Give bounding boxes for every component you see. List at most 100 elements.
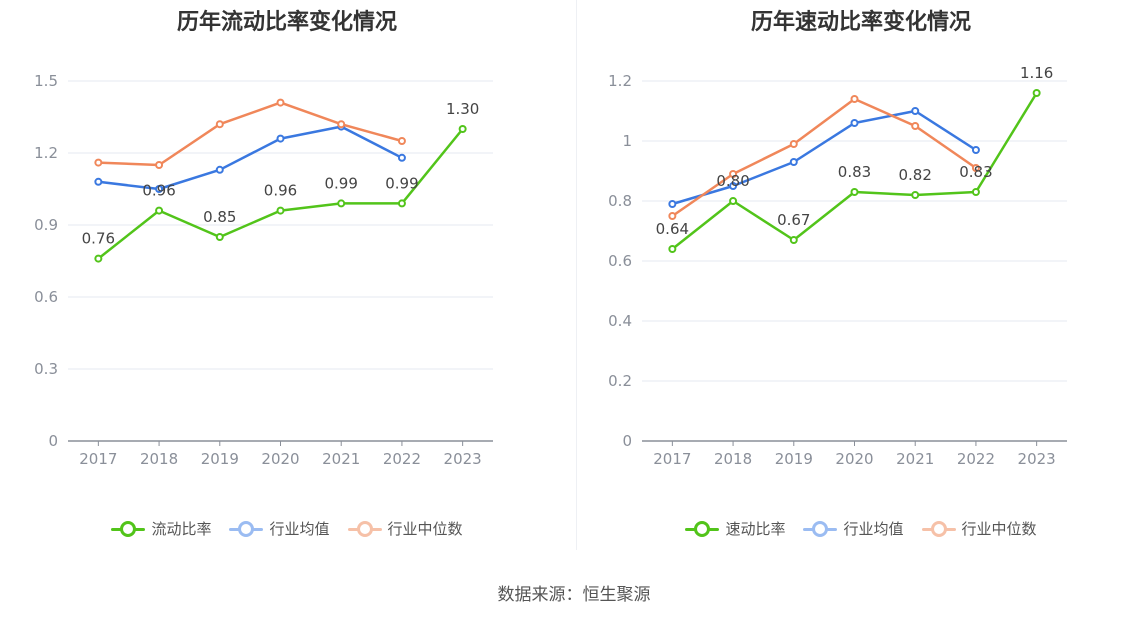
legend-item-industry-median[interactable]: 行业中位数 xyxy=(347,518,463,539)
data-label: 0.99 xyxy=(325,174,358,192)
data-point xyxy=(94,254,103,263)
y-tick-label: 1.5 xyxy=(34,72,58,90)
data-point xyxy=(971,164,980,172)
y-tick-label: 0 xyxy=(622,432,632,450)
x-tick-label: 2017 xyxy=(653,450,691,468)
legend-line-icon xyxy=(347,520,382,537)
legend-label: 行业中位数 xyxy=(961,520,1037,538)
chart-title: 历年流动比率变化情况 xyxy=(176,10,397,35)
legend-label: 行业中位数 xyxy=(387,520,463,538)
data-point xyxy=(971,188,980,196)
data-point xyxy=(155,185,164,193)
series-line-1 xyxy=(672,109,977,206)
x-tick-label: 2019 xyxy=(201,450,239,468)
y-tick-label: 1 xyxy=(622,132,632,150)
data-point xyxy=(789,140,798,148)
data-source: 数据来源：恒生聚源 xyxy=(497,585,651,605)
data-label: 0.64 xyxy=(656,220,689,238)
data-label: 1.30 xyxy=(446,100,479,118)
legend-label: 行业均值 xyxy=(269,520,330,538)
data-point xyxy=(458,125,467,133)
series-line-2 xyxy=(671,97,977,218)
data-point xyxy=(397,153,406,162)
legend-line-icon xyxy=(685,520,720,537)
data-label: 1.16 xyxy=(1020,64,1053,82)
legend-line-icon xyxy=(111,520,146,537)
data-point xyxy=(276,98,285,107)
y-tick-label: 0.6 xyxy=(608,252,632,270)
legend: 流动比率 行业均值 行业中位数 xyxy=(0,518,574,539)
data-label: 0.99 xyxy=(385,174,418,192)
data-point xyxy=(1032,89,1041,97)
data-point xyxy=(729,197,738,205)
legend-item-industry-median[interactable]: 行业中位数 xyxy=(921,518,1037,539)
data-point xyxy=(397,137,406,145)
legend-item-quick-ratio[interactable]: 速动比率 xyxy=(685,518,785,539)
legend-item-industry-avg[interactable]: 行业均值 xyxy=(229,518,330,539)
data-point xyxy=(729,182,738,190)
data-point xyxy=(215,233,224,241)
data-point xyxy=(337,120,346,129)
chart-title: 历年速动比率变化情况 xyxy=(750,10,971,35)
x-tick-label: 2021 xyxy=(322,450,360,468)
x-tick-label: 2017 xyxy=(79,450,117,468)
data-label: 0.85 xyxy=(203,208,236,226)
quick-ratio-chart: 0 0.2 0.4 0.6 0.8 1 1.2 2017 2018 2019 2020 2021 202… xyxy=(608,64,1067,468)
data-label: 0.82 xyxy=(899,166,932,184)
data-point xyxy=(215,165,224,174)
data-point xyxy=(971,146,980,154)
data-label: 0.80 xyxy=(716,172,749,190)
data-point xyxy=(276,134,285,143)
legend-line-icon xyxy=(229,520,264,537)
data-label: 0.83 xyxy=(838,163,871,181)
x-tick-label: 2019 xyxy=(775,450,813,468)
data-label: 0.96 xyxy=(264,182,297,200)
y-tick-label: 1.2 xyxy=(608,72,632,90)
legend-item-current-ratio[interactable]: 流动比率 xyxy=(111,518,211,539)
data-point xyxy=(668,200,677,208)
data-point xyxy=(397,199,406,208)
data-label: 0.83 xyxy=(959,163,992,181)
current-ratio-chart: 0 0.3 0.6 0.9 1.2 1.5 2017 2018 2019 2020 2021 2022… xyxy=(34,72,493,468)
data-point xyxy=(337,199,346,208)
x-tick-label: 2020 xyxy=(261,450,299,468)
data-point xyxy=(911,107,920,115)
x-tick-label: 2021 xyxy=(896,450,934,468)
y-tick-label: 0 xyxy=(48,432,58,450)
data-point xyxy=(850,95,859,103)
current-ratio-panel: 历年流动比率变化情况 0 0.3 0.6 0.9 1.2 1.5 2017 2018 2019 2… xyxy=(0,0,574,560)
quick-ratio-panel: 历年速动比率变化情况 0 0.2 0.4 0.6 0.8 1 1.2 2017 2018 2019… xyxy=(574,0,1148,560)
legend-label: 行业均值 xyxy=(843,520,904,538)
data-point xyxy=(729,170,738,178)
y-tick-label: 0.2 xyxy=(608,372,632,390)
y-tick-label: 0.8 xyxy=(608,192,632,210)
data-point xyxy=(94,158,103,167)
x-tick-label: 2023 xyxy=(444,450,482,468)
y-tick-label: 0.3 xyxy=(34,360,58,378)
data-label: 0.67 xyxy=(777,211,810,229)
data-point xyxy=(850,119,859,127)
y-tick-label: 0.9 xyxy=(34,216,58,234)
data-point xyxy=(94,177,103,186)
y-tick-label: 0.6 xyxy=(34,288,58,306)
series-line-2 xyxy=(98,101,403,167)
data-label: 0.76 xyxy=(82,230,115,248)
legend-label: 流动比率 xyxy=(151,520,212,538)
data-point xyxy=(668,212,677,220)
data-point xyxy=(155,161,164,169)
x-tick-label: 2022 xyxy=(957,450,995,468)
y-tick-label: 0.4 xyxy=(608,312,632,330)
data-point xyxy=(789,158,798,166)
series-line-1 xyxy=(98,125,403,191)
x-tick-label: 2018 xyxy=(714,450,752,468)
legend-item-industry-avg[interactable]: 行业均值 xyxy=(803,518,904,539)
data-point xyxy=(911,191,920,199)
y-tick-label: 1.2 xyxy=(34,144,58,162)
legend-line-icon xyxy=(921,520,956,537)
x-tick-label: 2020 xyxy=(835,450,873,468)
data-point xyxy=(215,120,224,129)
data-point xyxy=(789,236,798,244)
data-point xyxy=(668,245,677,253)
legend-line-icon xyxy=(803,520,838,537)
data-point xyxy=(850,188,859,196)
